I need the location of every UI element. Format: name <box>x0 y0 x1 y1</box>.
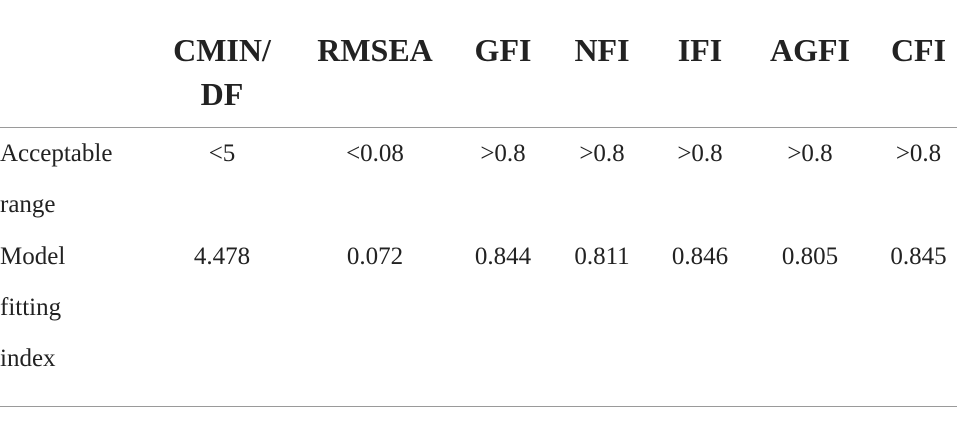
table-cell: <0.08 <box>346 140 404 167</box>
column-header-rmsea: RMSEA <box>317 32 433 68</box>
table-cell: >0.8 <box>677 140 723 167</box>
header-divider <box>0 127 957 128</box>
table-cell: 4.478 <box>193 243 251 270</box>
table-cell: 0.844 <box>474 243 532 270</box>
row-label-acceptable-range: Acceptable range <box>0 140 113 218</box>
column-header-agfi: AGFI <box>770 32 850 68</box>
table-cell: >0.8 <box>480 140 526 167</box>
table-cell: >0.8 <box>787 140 833 167</box>
row-label-model-fitting-index: Model fitting index <box>0 243 66 372</box>
table-cell: <5 <box>208 140 236 167</box>
table-cell: >0.8 <box>579 140 625 167</box>
table-cell: >0.8 <box>895 140 942 167</box>
table-cell: 0.846 <box>671 243 729 270</box>
column-header-cmin-df: CMIN/ DF <box>173 32 271 112</box>
table-cell: 0.072 <box>346 243 404 270</box>
column-header-gfi: GFI <box>474 32 532 68</box>
bottom-rule <box>0 406 957 407</box>
column-header-nfi: NFI <box>574 32 630 68</box>
table-cell: 0.811 <box>574 243 630 270</box>
column-header-ifi: IFI <box>677 32 723 68</box>
column-header-cfi: CFI <box>890 32 947 68</box>
table-cell: 0.805 <box>781 243 839 270</box>
table-cell: 0.845 <box>890 243 947 270</box>
